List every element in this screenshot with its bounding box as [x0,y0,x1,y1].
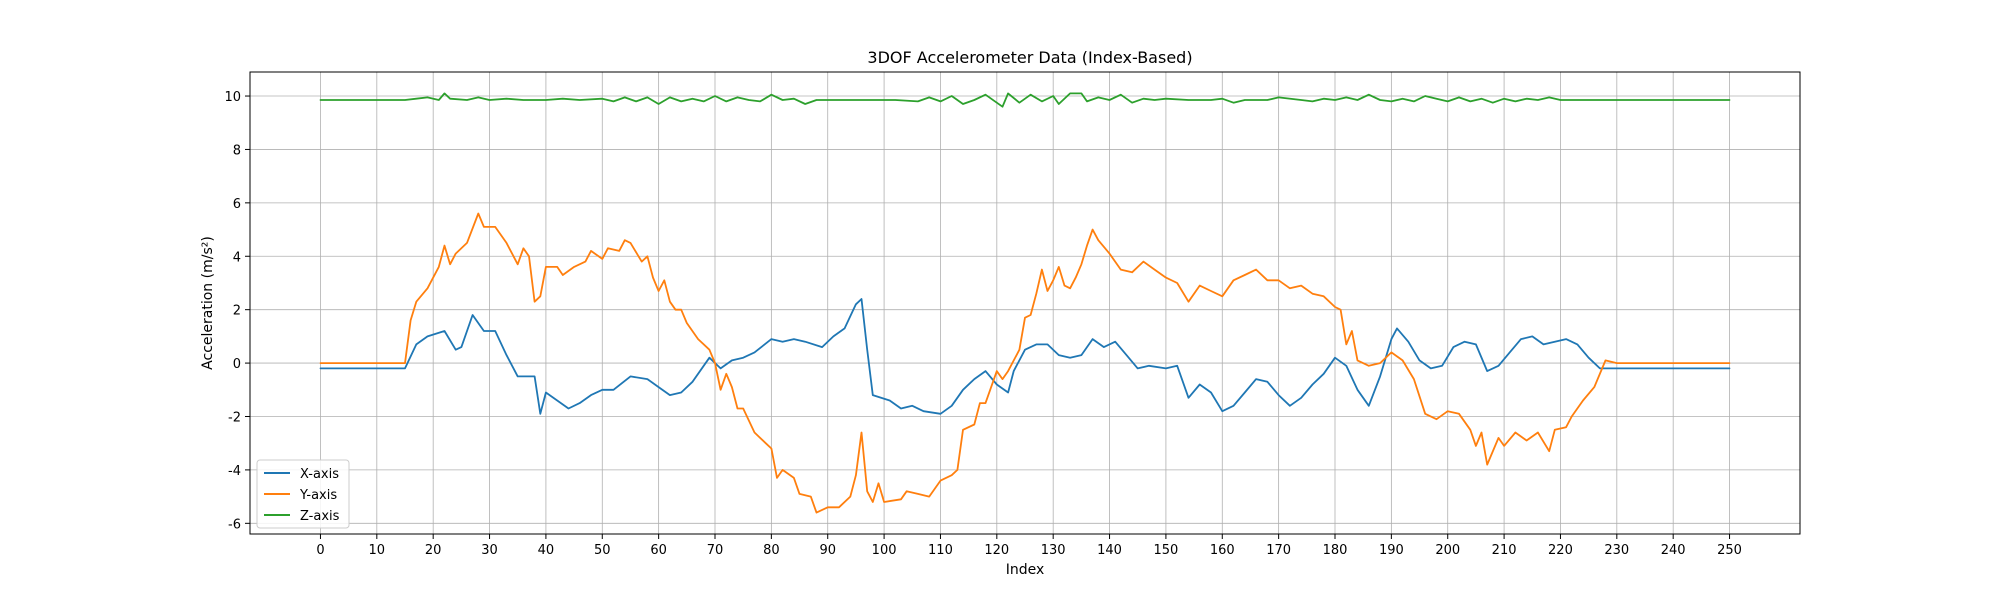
series-line-x-axis [319,298,1731,415]
series-line-y-axis [319,212,1731,514]
x-tick-label: 150 [1153,543,1178,558]
grid-lines [250,72,1800,534]
x-tick-label: 220 [1548,543,1573,558]
chart-legend: X-axis Y-axis Z-axis [256,459,350,529]
x-tick-label: 210 [1492,543,1517,558]
chart-title: 3DOF Accelerometer Data (Index-Based) [867,48,1192,67]
y-tick-label: 2 [233,304,241,319]
x-tick-label: 100 [872,543,897,558]
x-tick-label: 10 [369,543,386,558]
axis-ticks: 0 10 20 30 40 50 60 70 80 90 100 110 120 130 140 150 160… [224,90,1742,558]
series-lines [319,92,1731,514]
y-tick-label: 4 [233,250,241,265]
x-tick-label: 70 [707,543,724,558]
plot-area-frame [249,71,1801,535]
x-tick-label: 90 [819,543,836,558]
x-tick-label: 180 [1323,543,1348,558]
x-tick-label: 30 [481,543,498,558]
x-tick-label: 230 [1604,543,1629,558]
x-tick-label: 140 [1097,543,1122,558]
y-axis-label: Acceleration (m/s²) [200,236,216,370]
series-line-z-axis [319,92,1731,108]
x-tick-label: 110 [928,543,953,558]
x-axis-label: Index [1006,562,1045,578]
x-tick-label: 170 [1266,543,1291,558]
x-tick-label: 200 [1435,543,1460,558]
x-tick-label: 20 [425,543,442,558]
x-tick-label: 0 [316,543,324,558]
x-tick-label: 160 [1210,543,1235,558]
y-tick-label: 6 [233,197,241,212]
y-tick-label: -6 [228,517,241,532]
legend-label-x-axis: X-axis [300,467,339,482]
y-tick-label: 10 [224,90,241,105]
x-tick-label: 250 [1717,543,1742,558]
x-tick-label: 120 [984,543,1009,558]
x-tick-label: 60 [650,543,667,558]
x-tick-label: 130 [1041,543,1066,558]
x-tick-label: 50 [594,543,611,558]
legend-label-z-axis: Z-axis [300,509,340,524]
y-tick-label: -4 [228,464,241,479]
legend-box [256,459,350,529]
y-tick-label: 0 [233,357,241,372]
x-tick-label: 40 [538,543,555,558]
y-tick-label: -2 [228,410,241,425]
x-tick-label: 240 [1661,543,1686,558]
y-tick-label: 8 [233,143,241,158]
x-tick-label: 190 [1379,543,1404,558]
x-tick-label: 80 [763,543,780,558]
legend-label-y-axis: Y-axis [299,488,337,503]
